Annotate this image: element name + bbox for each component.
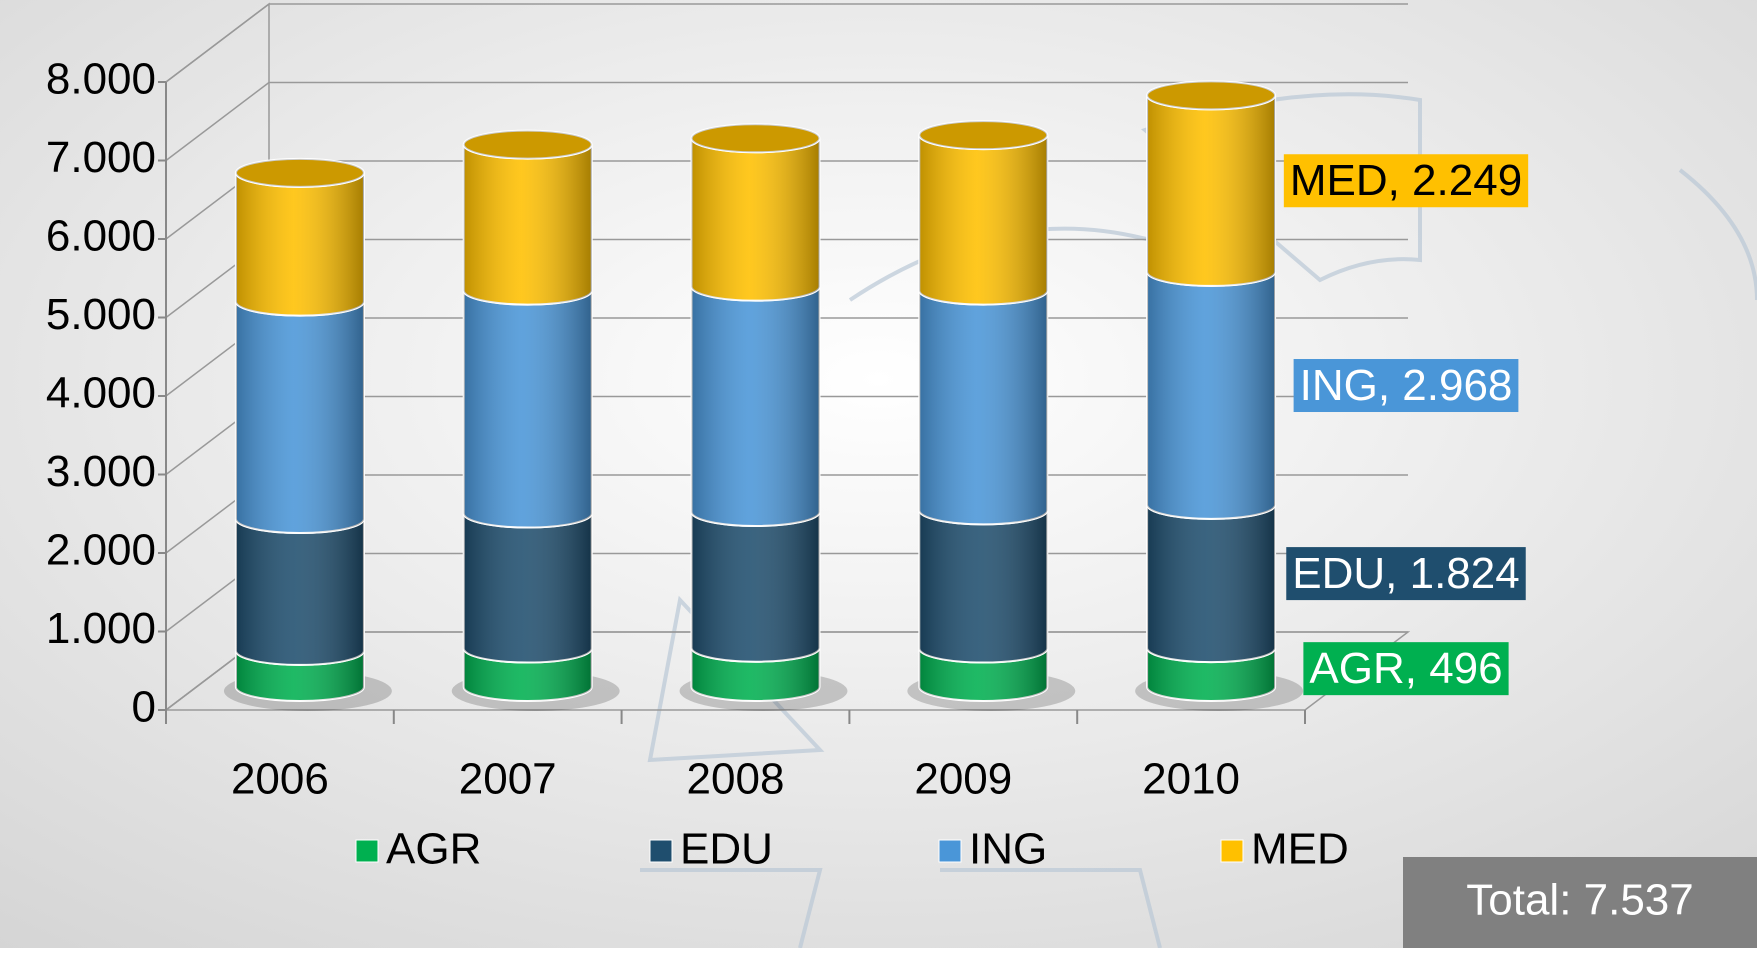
- bar-shade: [1147, 504, 1276, 663]
- x-tick-label: 2009: [914, 755, 1012, 804]
- y-tick-label: 5.000: [46, 290, 156, 339]
- bar-top-shade: [919, 121, 1048, 150]
- y-tick-label: 1.000: [46, 604, 156, 653]
- legend-label: EDU: [680, 825, 773, 874]
- data-label: AGR, 496: [1309, 644, 1502, 693]
- grid-line: [165, 81, 270, 162]
- bar-shade: [1147, 271, 1276, 519]
- bar-top-shade: [691, 124, 820, 153]
- bar-top-shade: [235, 158, 364, 187]
- bar-top: [462, 129, 593, 160]
- bar-top-shade: [463, 130, 592, 159]
- bar-top: [690, 123, 821, 154]
- y-tick-label: 2.000: [46, 526, 156, 575]
- x-tick-label: 2008: [687, 755, 785, 804]
- legend-label: AGR: [386, 825, 481, 874]
- bar-shade: [235, 519, 364, 665]
- data-label-box: [1293, 359, 1519, 413]
- bar-top: [918, 120, 1049, 151]
- annotation: Total: 7.537: [1466, 876, 1694, 925]
- legend-label: MED: [1251, 825, 1349, 874]
- grid-line: [165, 3, 270, 83]
- y-tick-label: 6.000: [46, 212, 156, 261]
- bar-top-shade: [1147, 81, 1276, 110]
- bar-shade: [691, 286, 820, 526]
- data-label-box: [1283, 154, 1529, 208]
- y-tick-label: 4.000: [46, 369, 156, 418]
- bar-shade: [235, 301, 364, 534]
- data-label: MED, 2.249: [1290, 156, 1522, 205]
- legend-label: ING: [969, 825, 1047, 874]
- bar-shade: [691, 647, 820, 701]
- bar-shade: [235, 172, 364, 316]
- bar-shade: [919, 510, 1048, 663]
- plot: 0 1.000 2.000 3.000 4.000 5.000 6.000 7.000 8.00…: [46, 2, 1529, 874]
- annotation-box: [1403, 857, 1757, 948]
- y-tick-label: 3.000: [46, 447, 156, 496]
- data-label: ING, 2.968: [1300, 361, 1513, 410]
- legend-swatch: [1220, 839, 1244, 863]
- bar-shade: [463, 144, 592, 305]
- bar-top: [234, 157, 365, 188]
- y-tick-label: 7.000: [46, 133, 156, 182]
- y-tick-label: 8.000: [46, 55, 156, 104]
- bar-shade: [919, 135, 1048, 305]
- bar-top: [1146, 80, 1277, 111]
- legend-swatch: [649, 839, 673, 863]
- bar-shade: [463, 290, 592, 528]
- bar-shade: [691, 138, 820, 301]
- data-label: EDU, 1.824: [1292, 549, 1519, 598]
- x-tick-label: 2007: [459, 755, 557, 804]
- legend-swatch: [938, 839, 962, 863]
- data-label-box: [1286, 547, 1526, 601]
- x-tick-label: 2010: [1142, 755, 1240, 804]
- y-tick-label: 0: [132, 683, 156, 732]
- x-tick-label: 2006: [231, 755, 329, 804]
- bar-shade: [463, 513, 592, 663]
- bar-shade: [1147, 95, 1276, 286]
- bar-shade: [1147, 648, 1276, 701]
- legend-swatch: [355, 839, 379, 863]
- data-label-box: [1303, 642, 1509, 696]
- bar-shade: [691, 511, 820, 662]
- bar-shade: [919, 290, 1048, 525]
